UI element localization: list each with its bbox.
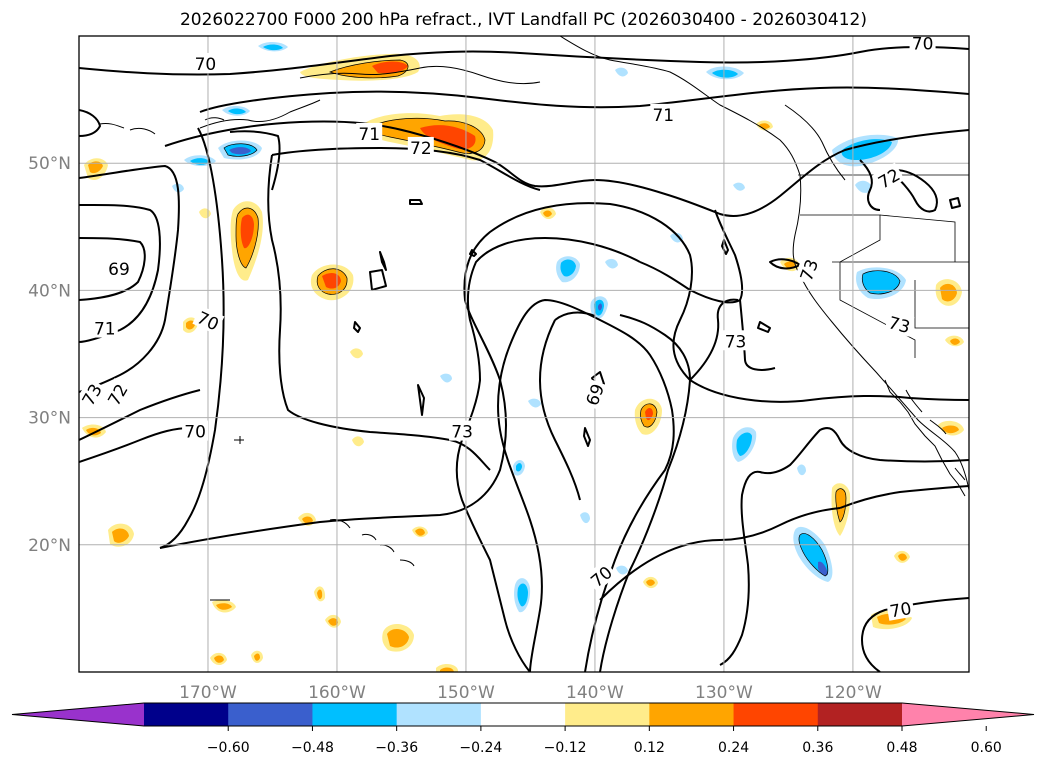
positive-anomaly-shading: [82, 53, 964, 672]
map-title: 2026022700 F000 200 hPa refract., IVT La…: [179, 10, 867, 30]
latitude-tick-labels: 50°N 40°N 30°N 20°N: [28, 154, 71, 556]
contour-label-text: 73: [451, 423, 473, 443]
latitude-tick-label: 20°N: [28, 536, 71, 556]
contour-label: 70: [182, 420, 209, 443]
colorbar-tick-label: −0.24: [459, 740, 502, 756]
anomaly-outlines: [223, 59, 901, 577]
colorbar-bin: [733, 703, 819, 726]
coastlines: [99, 36, 969, 601]
colorbar-bin: [480, 703, 566, 726]
contour-label: 70: [885, 596, 916, 622]
colorbar-tick-label: 0.48: [886, 740, 917, 756]
contour-label: 72: [407, 136, 434, 159]
colorbar-extend-min: [12, 703, 144, 726]
map-background: [79, 36, 969, 672]
contour-label: 69: [580, 378, 609, 410]
colorbar-tick-label: −0.36: [375, 740, 418, 756]
contour-label-text: 71: [358, 125, 380, 145]
contour-label: 70: [909, 35, 936, 55]
contour-label-text: 70: [912, 35, 934, 55]
longitude-tick-label: 160°W: [308, 683, 366, 703]
colorbar-bin: [228, 703, 313, 726]
colorbar-tick-label: 0.36: [802, 740, 833, 756]
contour-label-text: 72: [410, 139, 432, 159]
colorbar-tick-label: 0.24: [718, 740, 749, 756]
colorbar-tick-label: −0.60: [207, 740, 250, 756]
colorbar-tick-label: 0.60: [971, 740, 1002, 756]
contour-label: 71: [356, 122, 383, 145]
contour-label: 73: [794, 254, 823, 286]
contour-label-text: 70: [888, 599, 913, 622]
graticule-lines: [79, 36, 969, 672]
contour-label: 71: [650, 103, 677, 126]
colorbar-tick-label: −0.12: [544, 740, 587, 756]
longitude-tick-label: 170°W: [179, 683, 237, 703]
colorbar-tick-label: −0.48: [291, 740, 334, 756]
colorbar-bin: [817, 703, 903, 726]
refractivity-contours: [79, 46, 969, 672]
longitude-tick-label: 130°W: [695, 683, 753, 703]
latitude-tick-label: 50°N: [28, 154, 71, 174]
longitude-tick-labels: 170°W 160°W 150°W 140°W 130°W 120°W: [179, 683, 882, 703]
anomaly-central-pacific: [310, 264, 354, 301]
longitude-tick-label: 140°W: [566, 683, 624, 703]
colorbar-bin: [312, 703, 398, 726]
contour-label: 71: [91, 317, 118, 340]
map-frame: [78, 35, 970, 673]
contour-label: 70: [192, 52, 219, 75]
longitude-tick-label: 120°W: [824, 683, 882, 703]
colorbar-outline: [11, 702, 1035, 727]
colorbar: −0.60 −0.48 −0.36 −0.24 −0.12 0.12 0.24 0.36 0.4…: [11, 702, 1035, 756]
colorbar-bin: [396, 703, 482, 726]
contour-label-text: 73: [725, 332, 747, 352]
colorbar-tick-label: 0.12: [634, 740, 665, 756]
contour-label: 69: [105, 257, 132, 280]
contour-label-text: 71: [94, 320, 116, 340]
contour-label-text: 70: [184, 423, 206, 443]
colorbar-bin: [649, 703, 735, 726]
colorbar-bin: [565, 703, 650, 726]
contour-label-text: 69: [108, 260, 130, 280]
contour-label: 73: [884, 310, 915, 338]
latitude-tick-label: 40°N: [28, 281, 71, 301]
colorbar-bin: [144, 703, 229, 726]
latitude-tick-label: 30°N: [28, 409, 71, 429]
contour-label-text: 70: [195, 55, 217, 75]
colorbar-extend-max: [902, 703, 1034, 726]
contour-label: 73: [722, 330, 749, 352]
contour-label-text: 71: [652, 106, 674, 126]
longitude-tick-label: 150°W: [437, 683, 495, 703]
contour-label: 73: [449, 420, 476, 443]
